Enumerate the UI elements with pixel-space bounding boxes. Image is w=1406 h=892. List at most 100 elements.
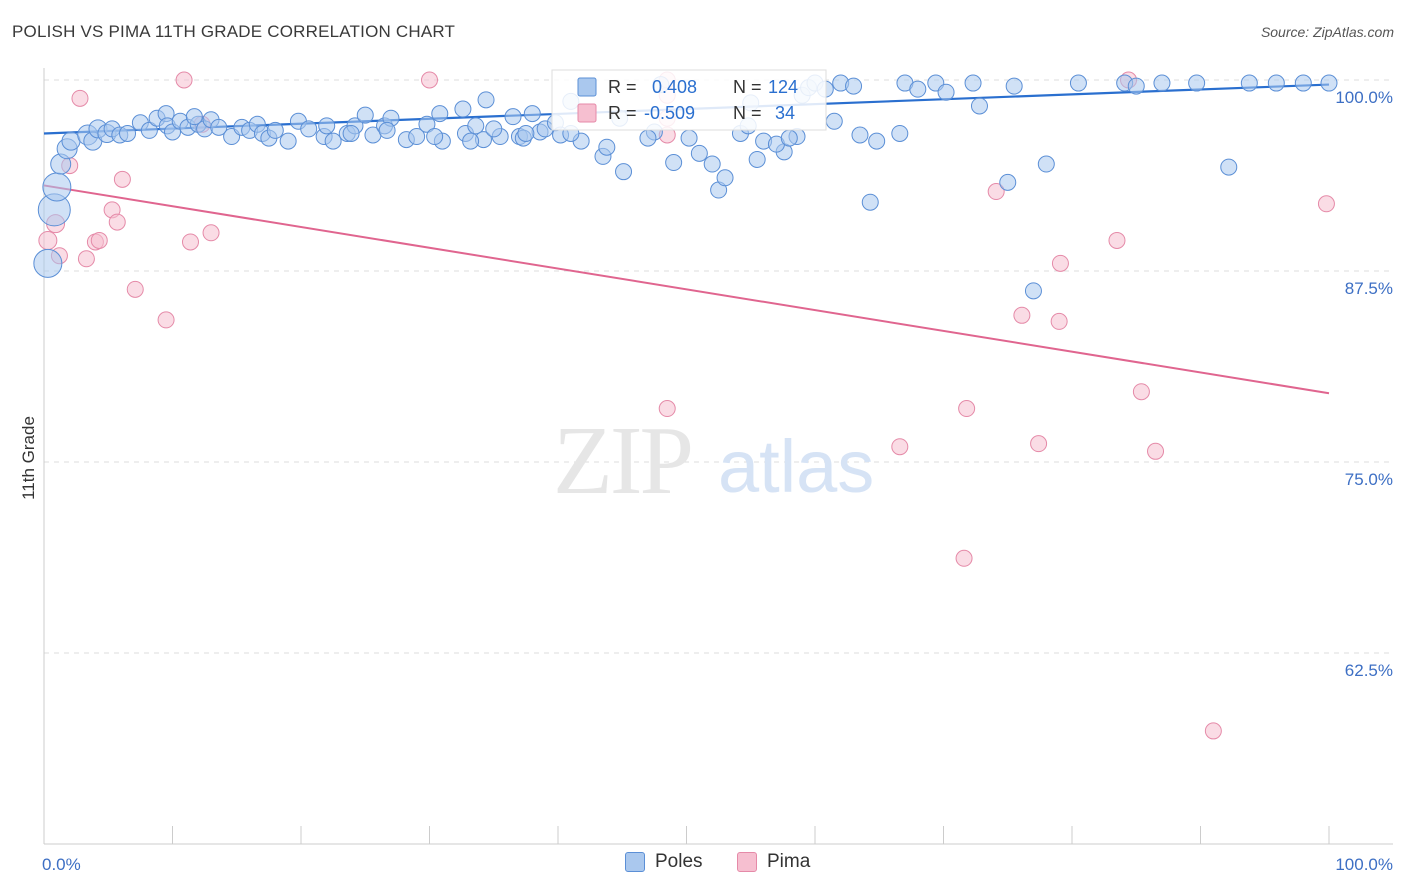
legend-swatch-poles <box>577 77 597 97</box>
poles-point <box>937 83 955 101</box>
legend-label-pima: Pima <box>767 851 811 872</box>
y-tick-label: 100.0% <box>1335 88 1393 107</box>
poles-point <box>851 126 869 144</box>
poles-point <box>1005 77 1023 95</box>
pima-point <box>1317 195 1335 213</box>
zipatlas-watermark: ZIP atlas <box>553 407 874 515</box>
legend-item-pima: Pima <box>737 851 810 873</box>
source-label: Source: ZipAtlas.com <box>1260 24 1394 40</box>
poles-point <box>1069 74 1087 92</box>
x-tick-label: 0.0% <box>42 855 81 874</box>
pima-swatch <box>737 852 757 872</box>
poles-point <box>680 129 698 147</box>
poles-point <box>598 138 616 156</box>
poles-point <box>845 77 863 95</box>
poles-point <box>140 121 158 139</box>
poles-point <box>119 124 137 142</box>
poles-point <box>1127 77 1145 95</box>
poles-point <box>408 128 426 146</box>
poles-point <box>523 105 541 123</box>
axis-labels: 100.0% 87.5% 75.0% 62.5% 0.0% 100.0% <box>42 88 1393 874</box>
poles-point <box>615 163 633 181</box>
poles-point <box>454 100 472 118</box>
poles-point <box>266 121 284 139</box>
pima-point <box>955 549 973 567</box>
poles-point <box>1153 74 1171 92</box>
pima-point <box>1132 383 1150 401</box>
axes-layer <box>43 68 1393 845</box>
y-tick-label: 87.5% <box>1345 279 1393 298</box>
poles-point <box>909 80 927 98</box>
poles-point <box>861 193 879 211</box>
pima-point <box>658 400 676 418</box>
pima-point <box>77 250 95 268</box>
chart-title: POLISH VS PIMA 11TH GRADE CORRELATION CH… <box>12 22 456 41</box>
y-tick-label: 75.0% <box>1345 470 1393 489</box>
poles-point <box>279 132 297 150</box>
poles-point <box>33 248 63 278</box>
y-tick-label: 62.5% <box>1345 661 1393 680</box>
pima-point <box>958 400 976 418</box>
series-legend: Poles Pima <box>0 851 1406 879</box>
watermark-zip: ZIP <box>553 407 691 515</box>
poles-point <box>1267 74 1285 92</box>
x-tick-label: 100.0% <box>1335 855 1393 874</box>
poles-point <box>891 124 909 142</box>
poles-point <box>1188 74 1206 92</box>
poles-point <box>504 108 522 126</box>
legend-item-poles: Poles <box>625 851 703 873</box>
legend-poles-n-value: 124 <box>768 77 798 97</box>
legend-pima-n-value: 34 <box>775 103 795 123</box>
poles-point <box>42 172 72 202</box>
poles-point <box>431 105 449 123</box>
poles-point <box>485 120 503 138</box>
poles-point <box>300 120 318 138</box>
y-axis-title: 11th Grade <box>19 416 38 500</box>
pima-point <box>1051 254 1069 272</box>
poles-point <box>639 129 657 147</box>
poles-point <box>964 74 982 92</box>
pima-points <box>38 71 1335 740</box>
pima-trend-line <box>43 184 1330 395</box>
poles-point <box>703 155 721 173</box>
poles-point <box>426 128 444 146</box>
legend-poles-r-value: 0.408 <box>652 77 697 97</box>
poles-point <box>418 115 436 133</box>
pima-point <box>175 71 193 89</box>
poles-point <box>210 118 228 136</box>
legend-poles-n-label: N = <box>733 77 762 97</box>
legend-label-poles: Poles <box>655 851 703 872</box>
poles-point <box>467 117 485 135</box>
pima-point <box>1204 722 1222 740</box>
poles-point <box>780 129 798 147</box>
poles-point <box>716 169 734 187</box>
poles-point <box>1220 158 1238 176</box>
poles-point <box>185 108 203 126</box>
legend-swatch-pima <box>577 103 597 123</box>
poles-point <box>1240 74 1258 92</box>
poles-point <box>970 97 988 115</box>
poles-point <box>324 132 342 150</box>
pima-point <box>1013 306 1031 324</box>
pima-point <box>71 89 89 107</box>
poles-point <box>378 121 396 139</box>
poles-point <box>999 173 1017 191</box>
pima-point <box>891 438 909 456</box>
legend-pima-r-value: -0.509 <box>644 103 695 123</box>
pima-point <box>202 224 220 242</box>
pima-point <box>1050 312 1068 330</box>
poles-point <box>1320 74 1338 92</box>
legend-pima-n-label: N = <box>733 103 762 123</box>
pima-point <box>421 71 438 89</box>
poles-point <box>665 154 683 172</box>
poles-point <box>342 124 360 142</box>
poles-swatch <box>625 852 645 872</box>
poles-point <box>356 106 374 124</box>
pima-point <box>108 213 126 231</box>
poles-point <box>1294 74 1312 92</box>
pima-point <box>126 280 144 298</box>
poles-point <box>1037 155 1055 173</box>
poles-point <box>318 117 336 135</box>
poles-point <box>825 112 843 130</box>
